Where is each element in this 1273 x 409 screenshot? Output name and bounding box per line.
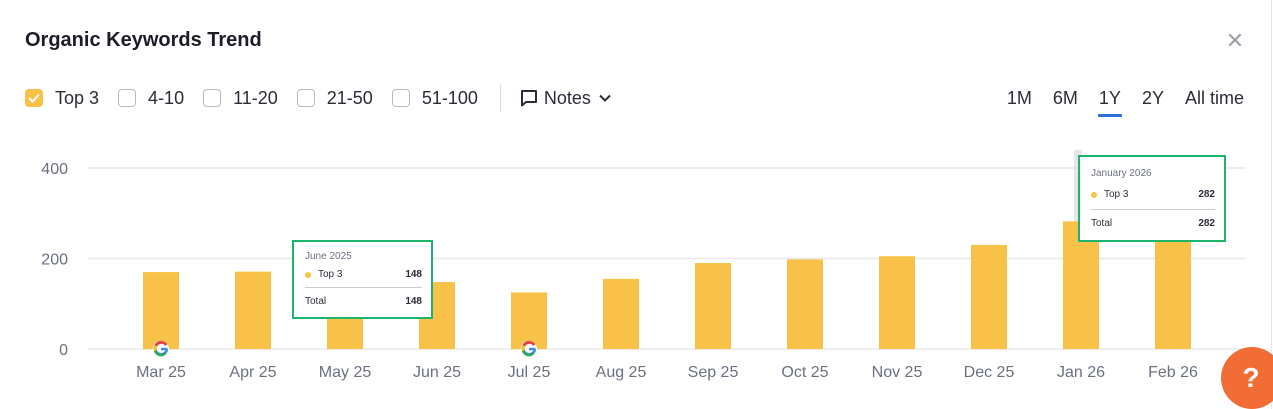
google-update-icon[interactable] [521, 340, 537, 357]
checkbox-21-50[interactable] [296, 89, 315, 107]
bar [511, 292, 547, 349]
y-tick-label: 0 [59, 342, 68, 359]
bar [787, 259, 823, 349]
bar [603, 278, 639, 349]
filter-top3[interactable]: Top 3 [25, 88, 99, 109]
tooltip-series-row: Top 3 148 [305, 269, 422, 280]
tooltip-june-2025: June 2025 Top 3 148 Total 148 [292, 240, 433, 319]
x-tick-label: Apr 25 [229, 364, 276, 381]
filter-4-10[interactable]: 4-10 [118, 88, 184, 109]
filter-label: Top 3 [55, 87, 100, 108]
comment-icon [520, 90, 537, 107]
x-tick-label: Aug 25 [596, 364, 647, 381]
range-all-time[interactable]: All time [1184, 87, 1244, 108]
chevron-down-icon [599, 94, 611, 102]
x-tick-label: Jun 25 [413, 364, 461, 381]
filter-51-100[interactable]: 51-100 [391, 87, 478, 109]
checkbox-4-10[interactable] [118, 89, 137, 107]
range-2y[interactable]: 2Y [1141, 87, 1164, 108]
bar-chart: 0 200 400 Mar 25 Apr 25 May 25 Jun 25 Jul 25 Aug… [41, 150, 1246, 381]
tooltip-divider [305, 287, 422, 288]
range-1m[interactable]: 1M [1006, 87, 1032, 108]
bar [1155, 238, 1191, 349]
checkbox-11-20[interactable] [203, 89, 222, 107]
checkbox-51-100[interactable] [391, 89, 410, 107]
filter-21-50[interactable]: 21-50 [296, 87, 373, 109]
bar [143, 272, 179, 349]
filter-bar: Top 3 4-10 11-20 21-50 51-100 Notes [25, 84, 611, 112]
y-tick-label: 200 [41, 252, 68, 269]
tooltip-total-value: 148 [405, 296, 422, 307]
filter-label: 21-50 [326, 87, 373, 108]
bar [879, 256, 915, 349]
series-dot [1091, 191, 1097, 198]
tooltip-series-name: Top 3 [1104, 189, 1129, 200]
x-tick-label: Feb 26 [1148, 364, 1198, 381]
x-tick-label: Dec 25 [964, 364, 1015, 381]
divider [499, 84, 501, 112]
y-tick-label: 400 [41, 161, 68, 178]
x-tick-label: May 25 [319, 364, 372, 381]
filter-label: 4-10 [148, 87, 185, 108]
x-tick-label: Mar 25 [136, 364, 186, 381]
tooltip-series-value: 282 [1198, 189, 1215, 200]
tooltip-month: January 2026 [1091, 168, 1152, 179]
x-tick-label: Jul 25 [508, 364, 551, 381]
filter-label: 51-100 [421, 87, 478, 108]
tooltip-january-2026: January 2026 Top 3 282 Total 282 [1078, 155, 1226, 242]
help-label: ? [1242, 362, 1260, 393]
checkbox-top3[interactable] [25, 89, 43, 107]
tooltip-total-row: Total 282 [1091, 218, 1215, 229]
card-title: Organic Keywords Trend [25, 29, 262, 51]
x-tick-label: Jan 26 [1057, 364, 1105, 381]
bar [695, 263, 731, 349]
x-tick-label: Nov 25 [872, 364, 923, 381]
x-tick-label: Oct 25 [781, 364, 828, 381]
tooltip-divider [1091, 209, 1215, 210]
tooltip-month: June 2025 [305, 251, 352, 262]
range-1y[interactable]: 1Y [1097, 87, 1122, 117]
x-tick-label: Sep 25 [688, 364, 739, 381]
tooltip-series-name: Top 3 [318, 269, 343, 280]
tooltip-total-label: Total [305, 296, 327, 307]
check-icon [28, 93, 40, 103]
series-dot [305, 271, 311, 278]
bar [1063, 221, 1099, 349]
notes-label: Notes [543, 87, 591, 108]
bar [971, 244, 1007, 349]
filter-label: 11-20 [233, 87, 278, 108]
tooltip-total-value: 282 [1198, 218, 1215, 229]
range-6m[interactable]: 6M [1052, 87, 1078, 108]
close-icon[interactable]: ✕ [1225, 28, 1245, 53]
google-update-icon[interactable] [153, 340, 169, 357]
tooltip-series-value: 148 [405, 269, 422, 280]
tooltip-series-row: Top 3 282 [1091, 189, 1215, 200]
tooltip-total-label: Total [1091, 218, 1113, 229]
notes-dropdown[interactable]: Notes [520, 88, 611, 109]
filter-11-20[interactable]: 11-20 [203, 88, 278, 109]
date-range-tabs: 1M 6M 1Y 2Y All time [986, 86, 1244, 117]
bar [235, 271, 271, 349]
help-button[interactable]: ? [1221, 347, 1273, 409]
tooltip-total-row: Total 148 [305, 296, 422, 307]
